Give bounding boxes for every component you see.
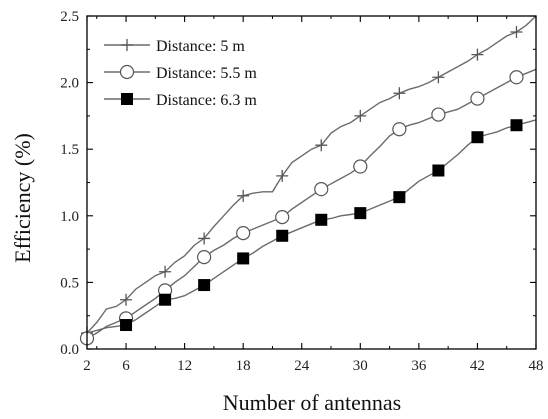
legend-marker-1	[121, 39, 133, 51]
x-tick-label: 42	[470, 358, 485, 374]
series-2-marker	[236, 226, 251, 241]
series-3-marker	[393, 191, 406, 204]
legend-label-2: Distance: 5.5 m	[156, 65, 257, 82]
x-tick-label: 48	[529, 358, 544, 374]
series-1-marker	[510, 25, 523, 38]
series-1-marker	[237, 189, 250, 202]
x-tick-label: 36	[411, 358, 427, 374]
series-3-marker	[471, 131, 484, 144]
series-1-marker	[315, 139, 328, 152]
series-1-marker	[393, 87, 406, 100]
legend-label-1: Distance: 5 m	[156, 38, 245, 55]
series-3-line	[86, 119, 537, 334]
y-axis-title: Efficiency (%)	[10, 133, 35, 263]
series-2-marker	[353, 159, 368, 174]
series-1-marker	[276, 169, 289, 182]
legend-label-3: Distance: 6.3 m	[156, 92, 257, 109]
legend-marker-3	[121, 93, 133, 105]
series-1-marker	[159, 265, 172, 278]
y-tick-label: 0.0	[60, 342, 79, 358]
series-3-marker	[354, 207, 367, 220]
legend: Distance: 5 m Distance: 5.5 m Distance: 6.…	[104, 38, 257, 109]
y-tick-label: 1.0	[60, 209, 79, 225]
x-tick-label: 24	[294, 358, 310, 374]
series-2-marker	[392, 122, 407, 137]
x-tick-label: 2	[83, 358, 91, 374]
x-tick-label: 18	[236, 358, 251, 374]
series-2-marker	[470, 91, 485, 106]
series-1-marker	[354, 109, 367, 122]
series-2-marker	[197, 249, 212, 265]
series-3-marker	[159, 293, 172, 306]
series-3-marker	[237, 252, 250, 265]
series-3-marker	[198, 279, 211, 292]
x-axis-title: Number of antennas	[223, 390, 401, 415]
series-3-marker	[120, 319, 133, 332]
legend-marker-2	[119, 64, 135, 80]
series-3-marker	[510, 119, 523, 132]
series-3-marker	[315, 213, 328, 226]
x-tick-label: 12	[177, 358, 192, 374]
x-tick-label: 6	[122, 358, 130, 374]
series-1-line	[86, 15, 537, 334]
y-tick-label: 1.5	[60, 142, 79, 158]
y-tick-label: 2.5	[60, 9, 79, 25]
series-3-marker	[276, 229, 289, 242]
x-tick-label: 30	[353, 358, 368, 374]
series-2-line	[86, 68, 537, 339]
series-1-marker	[120, 293, 133, 306]
series-1-marker	[432, 71, 445, 84]
y-tick-label: 0.5	[60, 275, 79, 291]
series-1-marker	[198, 232, 211, 245]
series-2-marker	[275, 210, 290, 225]
series-2-marker	[509, 70, 524, 85]
plot-area	[79, 15, 537, 346]
series-3-marker	[432, 164, 445, 177]
series-2-marker	[431, 107, 446, 122]
series-1-marker	[471, 48, 484, 61]
y-tick-label: 2.0	[60, 76, 79, 92]
series-2-marker	[314, 182, 329, 197]
axes: 2 6 12 18 24 30 36 42 48 0.0 0.5 1.0 1.5 2.0 2.5	[60, 9, 543, 374]
